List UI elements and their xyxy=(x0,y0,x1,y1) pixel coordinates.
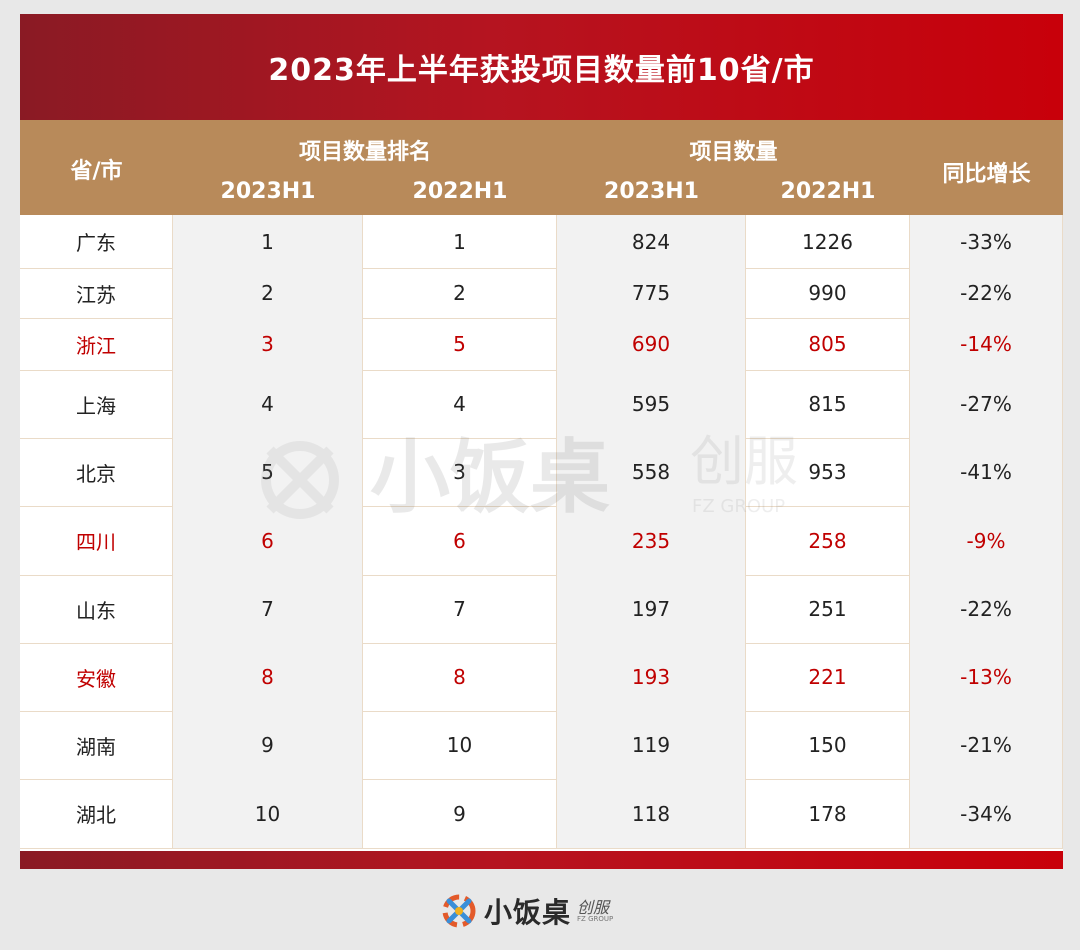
cell-growth: -9% xyxy=(910,506,1063,575)
brand-name: 小饭桌 xyxy=(484,896,572,929)
table-row: 广东 1 1 824 1226 -33% xyxy=(20,215,1063,269)
cell-count-2023: 775 xyxy=(557,268,746,318)
cell-rank-2022: 2 xyxy=(363,268,557,318)
table-card: 2023年上半年获投项目数量前10省/市 省/市 项目数量排名 2023H1 2… xyxy=(20,14,1063,869)
cell-growth: -14% xyxy=(910,318,1063,370)
table-row: 江苏 2 2 775 990 -22% xyxy=(20,268,1063,319)
cell-count-2023: 118 xyxy=(557,779,746,848)
brand-logo-icon xyxy=(442,894,476,928)
cell-rank-2023: 1 xyxy=(173,215,363,268)
cell-count-2023: 193 xyxy=(557,643,746,711)
cell-province: 广东 xyxy=(20,215,173,268)
table-row: 湖北 10 9 118 178 -34% xyxy=(20,779,1063,849)
cell-count-2023: 595 xyxy=(557,370,746,438)
cell-rank-2022: 6 xyxy=(363,506,557,575)
header-count-group: 项目数量 xyxy=(689,140,778,165)
cell-growth: -21% xyxy=(910,711,1063,779)
table-row: 山东 7 7 197 251 -22% xyxy=(20,575,1063,644)
cell-count-2022: 953 xyxy=(746,438,910,506)
header-rank-2022: 2022H1 xyxy=(412,179,508,204)
cell-province: 湖北 xyxy=(20,779,173,848)
table-row: 北京 5 3 558 953 -41% xyxy=(20,438,1063,507)
cell-count-2022: 990 xyxy=(746,268,910,318)
brand-sub: 创服 xyxy=(577,897,610,917)
cell-growth: -34% xyxy=(910,779,1063,848)
cell-count-2022: 221 xyxy=(746,643,910,711)
title-bar: 2023年上半年获投项目数量前10省/市 xyxy=(20,14,1063,120)
cell-count-2023: 235 xyxy=(557,506,746,575)
header-count-2023: 2023H1 xyxy=(604,179,699,204)
header-rank-2023: 2023H1 xyxy=(220,179,316,204)
cell-rank-2022: 3 xyxy=(363,438,557,506)
cell-province: 安徽 xyxy=(20,643,173,711)
table-header: 省/市 项目数量排名 2023H1 2022H1 项目数量 2023H1 202… xyxy=(20,120,1063,215)
cell-count-2023: 119 xyxy=(557,711,746,779)
header-growth: 同比增长 xyxy=(942,162,1031,187)
cell-province: 湖南 xyxy=(20,711,173,779)
cell-rank-2023: 2 xyxy=(173,268,363,318)
cell-rank-2023: 5 xyxy=(173,438,363,506)
bottom-bar xyxy=(20,851,1063,869)
cell-count-2022: 258 xyxy=(746,506,910,575)
cell-count-2023: 690 xyxy=(557,318,746,370)
footer-logo: 小饭桌 创服 FZ GROUP xyxy=(440,888,613,934)
cell-province: 山东 xyxy=(20,575,173,643)
cell-growth: -13% xyxy=(910,643,1063,711)
cell-rank-2023: 8 xyxy=(173,643,363,711)
cell-rank-2023: 7 xyxy=(173,575,363,643)
cell-rank-2023: 3 xyxy=(173,318,363,370)
brand-sub-block: 创服 FZ GROUP xyxy=(577,897,614,923)
cell-rank-2022: 1 xyxy=(363,215,557,268)
chart-title: 2023年上半年获投项目数量前10省/市 xyxy=(268,53,815,88)
cell-province: 浙江 xyxy=(20,318,173,370)
cell-growth: -33% xyxy=(910,215,1063,268)
cell-growth: -22% xyxy=(910,268,1063,318)
cell-growth: -27% xyxy=(910,370,1063,438)
cell-province: 北京 xyxy=(20,438,173,506)
table-row: 四川 6 6 235 258 -9% xyxy=(20,506,1063,576)
cell-count-2023: 197 xyxy=(557,575,746,643)
cell-count-2023: 824 xyxy=(557,215,746,268)
cell-rank-2022: 8 xyxy=(363,643,557,711)
cell-province: 上海 xyxy=(20,370,173,438)
table-row: 湖南 9 10 119 150 -21% xyxy=(20,711,1063,780)
header-count-2022: 2022H1 xyxy=(780,179,876,204)
header-province: 省/市 xyxy=(70,159,123,184)
cell-rank-2022: 9 xyxy=(363,779,557,848)
cell-rank-2022: 10 xyxy=(363,711,557,779)
cell-count-2022: 150 xyxy=(746,711,910,779)
header-rank-group: 项目数量排名 xyxy=(298,140,431,165)
cell-count-2023: 558 xyxy=(557,438,746,506)
cell-province: 四川 xyxy=(20,506,173,575)
cell-count-2022: 805 xyxy=(746,318,910,370)
cell-growth: -41% xyxy=(910,438,1063,506)
cell-rank-2023: 10 xyxy=(173,779,363,848)
cell-count-2022: 178 xyxy=(746,779,910,848)
cell-count-2022: 1226 xyxy=(746,215,910,268)
cell-rank-2023: 4 xyxy=(173,370,363,438)
cell-rank-2023: 6 xyxy=(173,506,363,575)
table-row: 安徽 8 8 193 221 -13% xyxy=(20,643,1063,712)
cell-count-2022: 251 xyxy=(746,575,910,643)
cell-rank-2023: 9 xyxy=(173,711,363,779)
cell-growth: -22% xyxy=(910,575,1063,643)
table-row: 浙江 3 5 690 805 -14% xyxy=(20,318,1063,371)
cell-rank-2022: 7 xyxy=(363,575,557,643)
brand-en: FZ GROUP xyxy=(577,914,614,923)
cell-rank-2022: 4 xyxy=(363,370,557,438)
cell-count-2022: 815 xyxy=(746,370,910,438)
cell-province: 江苏 xyxy=(20,268,173,318)
table-row: 上海 4 4 595 815 -27% xyxy=(20,370,1063,439)
cell-rank-2022: 5 xyxy=(363,318,557,370)
